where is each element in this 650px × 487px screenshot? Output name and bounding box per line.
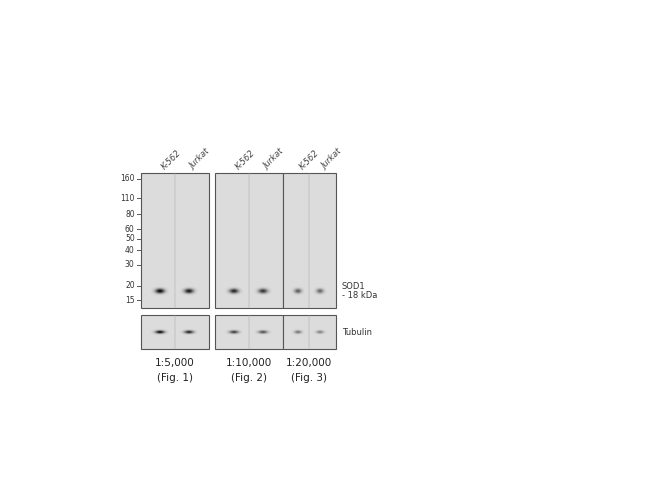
Text: 40: 40 [125, 245, 135, 255]
Text: 50: 50 [125, 234, 135, 243]
Text: 60: 60 [125, 225, 135, 234]
Text: 160: 160 [120, 174, 135, 183]
Text: 110: 110 [120, 194, 135, 203]
Text: (Fig. 1): (Fig. 1) [157, 374, 192, 383]
Text: 20: 20 [125, 281, 135, 290]
Text: 30: 30 [125, 261, 135, 269]
Bar [283, 173, 335, 308]
Text: SOD1: SOD1 [342, 282, 365, 291]
Bar [140, 173, 209, 308]
Bar [214, 315, 283, 349]
Text: - 18 kDa: - 18 kDa [342, 291, 377, 300]
Text: 1:10,000: 1:10,000 [226, 358, 272, 369]
Bar [140, 315, 209, 349]
Text: K-562: K-562 [234, 148, 257, 171]
Text: Jurkat: Jurkat [188, 148, 212, 171]
Text: 1:5,000: 1:5,000 [155, 358, 194, 369]
Bar [214, 173, 283, 308]
Text: (Fig. 2): (Fig. 2) [231, 374, 266, 383]
Text: Tubulin: Tubulin [342, 328, 372, 337]
Text: K-562: K-562 [298, 148, 320, 171]
Text: Jurkat: Jurkat [263, 148, 286, 171]
Text: 15: 15 [125, 296, 135, 305]
Text: (Fig. 3): (Fig. 3) [291, 374, 327, 383]
Text: 1:20,000: 1:20,000 [286, 358, 332, 369]
Text: 80: 80 [125, 210, 135, 219]
Text: K-562: K-562 [160, 148, 183, 171]
Bar [283, 315, 335, 349]
Text: Jurkat: Jurkat [320, 148, 343, 171]
